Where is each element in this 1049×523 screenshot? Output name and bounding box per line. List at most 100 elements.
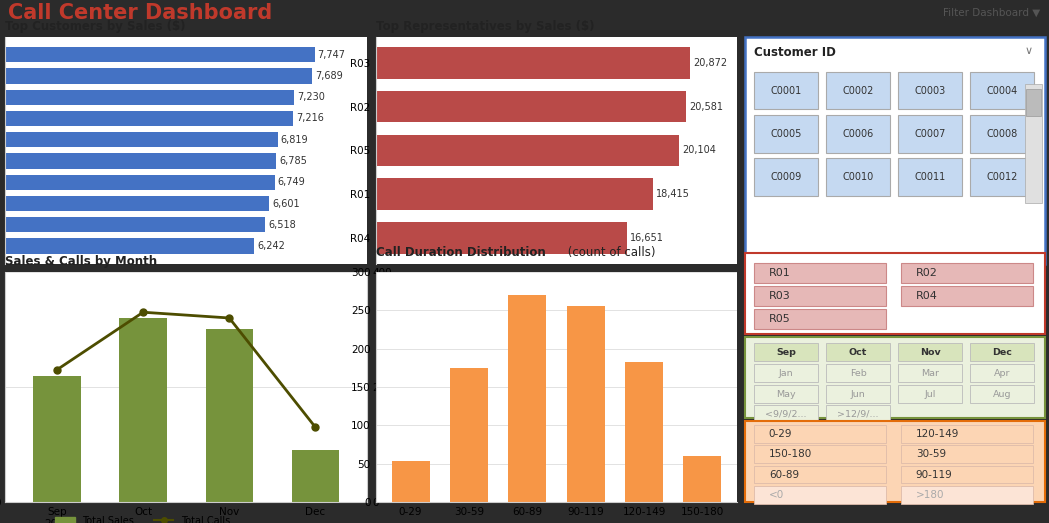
FancyBboxPatch shape bbox=[826, 405, 891, 423]
Text: >180: >180 bbox=[916, 490, 944, 500]
Text: 6,518: 6,518 bbox=[269, 220, 296, 230]
Text: Sep: Sep bbox=[776, 348, 796, 357]
FancyBboxPatch shape bbox=[898, 385, 962, 403]
FancyBboxPatch shape bbox=[754, 286, 885, 306]
Bar bbox=[5, 196, 269, 211]
Text: R05: R05 bbox=[769, 314, 791, 324]
FancyBboxPatch shape bbox=[901, 286, 1033, 306]
FancyBboxPatch shape bbox=[754, 365, 818, 382]
Bar bbox=[5, 175, 275, 190]
Text: Sales & Calls by Month: Sales & Calls by Month bbox=[5, 255, 157, 268]
Text: Jul: Jul bbox=[924, 390, 936, 399]
FancyBboxPatch shape bbox=[754, 343, 818, 361]
Bar bbox=[5, 47, 315, 62]
Text: Filter Dashboard ▼: Filter Dashboard ▼ bbox=[943, 8, 1041, 18]
Text: 20,872: 20,872 bbox=[693, 58, 728, 67]
FancyBboxPatch shape bbox=[898, 115, 962, 153]
FancyBboxPatch shape bbox=[969, 343, 1034, 361]
Bar bbox=[684, 456, 722, 502]
FancyBboxPatch shape bbox=[745, 421, 1045, 502]
Text: C0005: C0005 bbox=[770, 129, 801, 139]
FancyBboxPatch shape bbox=[969, 115, 1034, 153]
Text: 7,216: 7,216 bbox=[297, 113, 324, 123]
FancyBboxPatch shape bbox=[826, 385, 891, 403]
Text: 20,104: 20,104 bbox=[682, 145, 715, 155]
Bar bbox=[206, 329, 253, 502]
Text: Jan: Jan bbox=[778, 369, 793, 378]
Bar bbox=[5, 111, 294, 126]
Text: C0001: C0001 bbox=[770, 86, 801, 96]
Bar bbox=[120, 318, 167, 502]
FancyBboxPatch shape bbox=[898, 365, 962, 382]
Text: Call Duration Distribution: Call Duration Distribution bbox=[376, 246, 545, 259]
Text: Nov: Nov bbox=[920, 348, 940, 357]
FancyBboxPatch shape bbox=[754, 309, 885, 329]
Legend: Total Sales, Total Calls: Total Sales, Total Calls bbox=[51, 511, 234, 523]
Bar bbox=[376, 178, 654, 210]
FancyBboxPatch shape bbox=[826, 115, 891, 153]
Bar bbox=[5, 89, 294, 105]
Text: R04: R04 bbox=[916, 291, 938, 301]
FancyBboxPatch shape bbox=[898, 343, 962, 361]
FancyBboxPatch shape bbox=[826, 158, 891, 196]
FancyBboxPatch shape bbox=[969, 158, 1034, 196]
Bar bbox=[5, 132, 278, 147]
Text: 7,230: 7,230 bbox=[297, 92, 325, 102]
FancyBboxPatch shape bbox=[969, 385, 1034, 403]
Text: 120-149: 120-149 bbox=[916, 429, 959, 439]
FancyBboxPatch shape bbox=[901, 446, 1033, 463]
Text: 16,651: 16,651 bbox=[629, 233, 664, 243]
Text: C0012: C0012 bbox=[986, 172, 1018, 182]
FancyBboxPatch shape bbox=[754, 72, 818, 109]
Text: Call Center Dashboard: Call Center Dashboard bbox=[8, 3, 273, 23]
Text: >12/9/...: >12/9/... bbox=[837, 410, 879, 418]
Text: May: May bbox=[776, 390, 796, 399]
Text: Dec: Dec bbox=[992, 348, 1012, 357]
FancyBboxPatch shape bbox=[745, 253, 1045, 334]
Text: Feb: Feb bbox=[850, 369, 866, 378]
FancyBboxPatch shape bbox=[754, 115, 818, 153]
FancyBboxPatch shape bbox=[901, 425, 1033, 443]
Text: C0004: C0004 bbox=[986, 86, 1018, 96]
Text: 18,415: 18,415 bbox=[657, 189, 690, 199]
Bar bbox=[5, 217, 265, 233]
Text: 60-89: 60-89 bbox=[769, 470, 799, 480]
Text: 6,785: 6,785 bbox=[279, 156, 307, 166]
Bar bbox=[34, 376, 81, 502]
FancyBboxPatch shape bbox=[1025, 84, 1042, 203]
FancyBboxPatch shape bbox=[901, 263, 1033, 283]
Text: 6,819: 6,819 bbox=[280, 135, 308, 145]
FancyBboxPatch shape bbox=[754, 385, 818, 403]
Bar bbox=[509, 295, 547, 502]
Text: <0: <0 bbox=[769, 490, 784, 500]
Bar bbox=[5, 153, 276, 168]
Text: 20,581: 20,581 bbox=[689, 101, 723, 111]
FancyBboxPatch shape bbox=[745, 337, 1045, 418]
Text: 150-180: 150-180 bbox=[769, 449, 812, 459]
FancyBboxPatch shape bbox=[901, 465, 1033, 483]
FancyBboxPatch shape bbox=[898, 158, 962, 196]
Text: 7,747: 7,747 bbox=[318, 50, 346, 60]
Text: C0002: C0002 bbox=[842, 86, 874, 96]
Text: Mar: Mar bbox=[921, 369, 939, 378]
Text: 0-29: 0-29 bbox=[769, 429, 792, 439]
Bar bbox=[450, 368, 488, 502]
Text: Jun: Jun bbox=[851, 390, 865, 399]
Text: 6,601: 6,601 bbox=[272, 199, 300, 209]
FancyBboxPatch shape bbox=[969, 72, 1034, 109]
Text: <9/9/2...: <9/9/2... bbox=[766, 410, 807, 418]
Bar bbox=[376, 91, 686, 122]
FancyBboxPatch shape bbox=[754, 405, 818, 423]
Text: Top Customers by Sales ($): Top Customers by Sales ($) bbox=[5, 20, 186, 32]
Text: C0006: C0006 bbox=[842, 129, 874, 139]
Bar bbox=[376, 222, 626, 254]
Text: (count of calls): (count of calls) bbox=[563, 246, 656, 259]
Bar bbox=[5, 238, 255, 254]
Text: C0010: C0010 bbox=[842, 172, 874, 182]
FancyBboxPatch shape bbox=[826, 343, 891, 361]
Text: C0008: C0008 bbox=[986, 129, 1018, 139]
FancyBboxPatch shape bbox=[754, 158, 818, 196]
FancyBboxPatch shape bbox=[969, 365, 1034, 382]
FancyBboxPatch shape bbox=[745, 37, 1045, 264]
Bar bbox=[5, 68, 313, 84]
